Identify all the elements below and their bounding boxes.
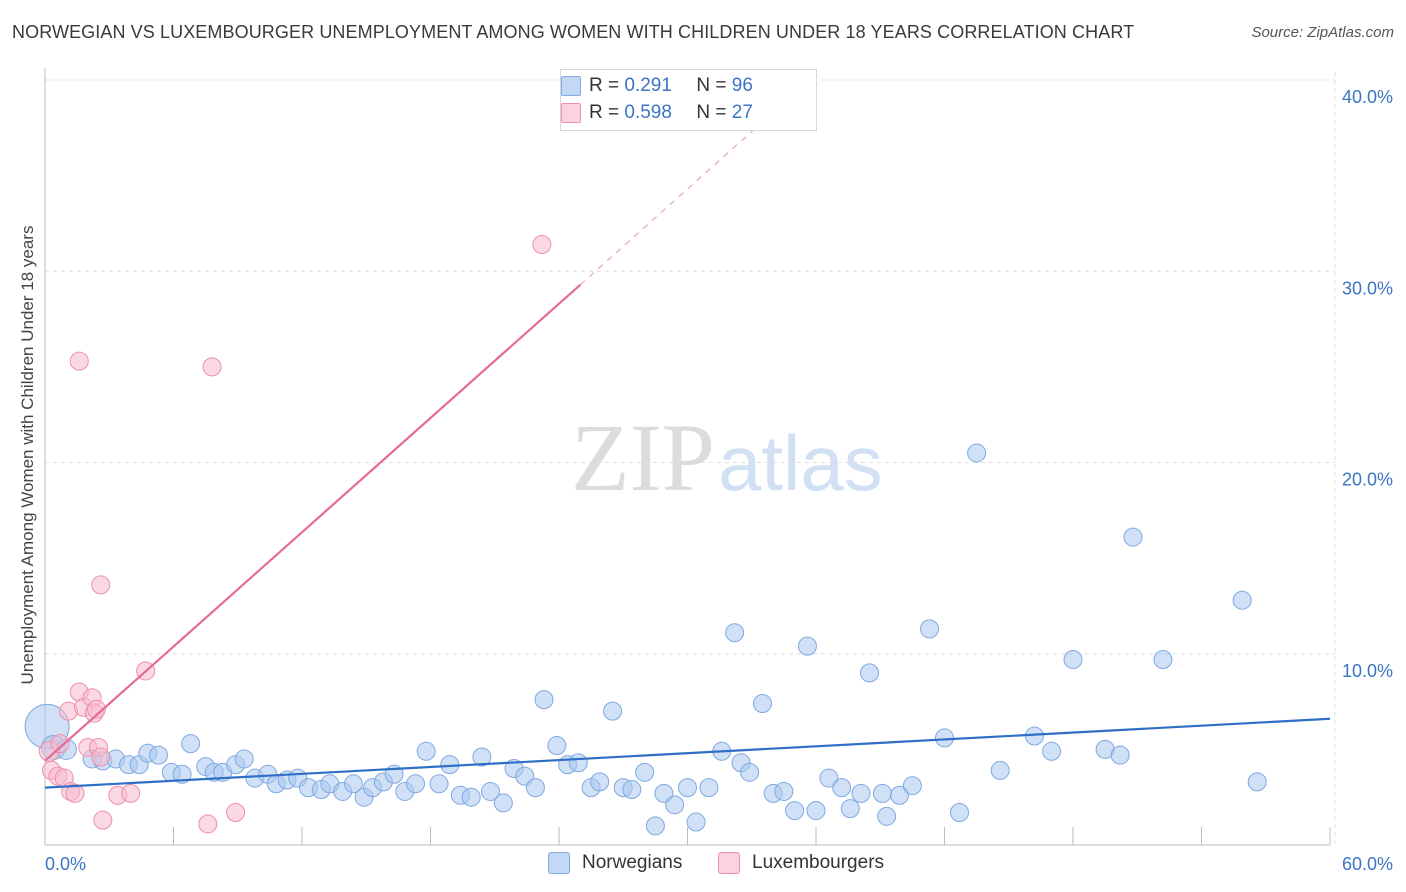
norwegians-swatch — [561, 76, 581, 96]
norwegians-point — [406, 774, 426, 794]
luxembourgers-point — [91, 747, 111, 767]
luxembourgers-trend-extension — [580, 102, 785, 286]
luxembourgers-point — [121, 783, 141, 803]
norwegians-point — [877, 806, 897, 826]
luxembourgers-point — [93, 810, 113, 830]
norwegians-point — [534, 690, 554, 710]
norwegians-n-value: 96 — [731, 75, 753, 96]
luxembourgers-point — [86, 699, 106, 719]
norwegians-point — [149, 745, 169, 765]
norwegians-point — [493, 793, 513, 813]
luxembourgers-point — [91, 575, 111, 595]
norwegians-point — [990, 760, 1010, 780]
norwegians-point — [1153, 649, 1173, 669]
legend-item-norwegians: Norwegians — [548, 852, 682, 874]
norwegians-point — [645, 816, 665, 836]
norwegians-point — [890, 785, 910, 805]
luxembourgers-point — [226, 802, 246, 822]
norwegians-point — [949, 802, 969, 822]
luxembourgers-point — [202, 357, 222, 377]
luxembourgers-point — [50, 734, 70, 754]
r-label: R = — [589, 75, 620, 96]
norwegians-point — [1247, 772, 1267, 792]
norwegians-point — [774, 781, 794, 801]
legend-row-luxembourgers: R = 0.598 N = 27 — [561, 101, 753, 125]
norwegians-point — [686, 812, 706, 832]
norwegians-point — [568, 753, 588, 773]
norwegians-trend-line — [44, 717, 1331, 789]
legend-row-norwegians: R = 0.291 N = 96 — [561, 74, 753, 98]
norwegians-point — [819, 768, 839, 788]
norwegians-point — [234, 749, 254, 769]
norwegians-point — [860, 663, 880, 683]
source-attribution: Source: ZipAtlas.com — [1251, 24, 1394, 41]
n-label: N = — [696, 102, 727, 123]
norwegians-point — [1232, 590, 1252, 610]
norwegians-point — [678, 778, 697, 798]
norwegians-point — [181, 734, 201, 754]
norwegians-point — [967, 443, 987, 463]
norwegians-point — [902, 776, 922, 796]
luxembourgers-r-value: 0.598 — [624, 102, 672, 123]
x-tick-label-max: 60.0% — [1342, 854, 1393, 874]
norwegians-point — [740, 762, 760, 782]
chart-title: NORWEGIAN VS LUXEMBOURGER UNEMPLOYMENT A… — [12, 22, 1135, 42]
luxembourgers-legend-label: Luxembourgers — [752, 852, 885, 873]
luxembourgers-trend-line — [44, 283, 582, 762]
luxembourgers-n-value: 27 — [731, 102, 753, 123]
stats-legend: R = 0.291 N = 96 R = 0.598 N = 27 — [560, 69, 817, 131]
norwegians-point — [525, 778, 545, 798]
norwegians-point — [480, 781, 500, 801]
norwegians-point — [785, 801, 805, 821]
norwegians-point — [935, 728, 954, 748]
luxembourgers-legend-swatch — [718, 852, 740, 874]
watermark-zip: ZIP — [571, 404, 715, 511]
norwegians-point — [429, 774, 449, 794]
norwegians-point — [1110, 745, 1130, 765]
r-label: R = — [589, 102, 620, 123]
luxembourgers-point — [69, 351, 89, 371]
norwegians-point — [1042, 741, 1062, 761]
norwegians-point — [699, 778, 719, 798]
norwegians-point — [665, 795, 685, 815]
y-tick-label: 20.0% — [1342, 470, 1393, 490]
y-tick-label: 30.0% — [1342, 278, 1393, 298]
luxembourgers-point — [532, 234, 552, 254]
n-label: N = — [696, 75, 727, 96]
norwegians-point — [172, 764, 192, 784]
norwegians-point — [635, 762, 655, 782]
norwegians-point — [840, 799, 860, 819]
norwegians-point — [806, 801, 826, 821]
norwegians-point — [622, 780, 642, 800]
norwegians-point — [872, 783, 892, 803]
norwegians-point — [603, 701, 623, 721]
norwegians-point — [832, 778, 852, 798]
norwegians-point — [1123, 527, 1143, 547]
norwegians-point — [416, 741, 436, 761]
norwegians-point — [590, 772, 610, 792]
norwegians-point — [343, 774, 363, 794]
norwegians-point — [725, 623, 745, 643]
norwegians-point — [472, 747, 492, 767]
norwegians-legend-label: Norwegians — [582, 852, 683, 873]
luxembourgers-point — [198, 814, 218, 834]
x-tick-label-min: 0.0% — [45, 854, 86, 874]
norwegians-legend-swatch — [548, 852, 570, 874]
y-tick-label: 10.0% — [1342, 661, 1393, 681]
norwegians-point — [920, 619, 940, 639]
luxembourgers-point — [65, 783, 85, 803]
norwegians-point — [752, 693, 772, 713]
norwegians-point — [797, 636, 817, 656]
luxembourgers-swatch — [561, 103, 581, 123]
norwegians-point — [851, 783, 871, 803]
norwegians-point — [547, 736, 567, 756]
y-tick-label: 40.0% — [1342, 87, 1393, 107]
legend-item-luxembourgers: Luxembourgers — [718, 852, 884, 874]
norwegians-point — [1063, 649, 1083, 669]
norwegians-point — [461, 787, 481, 807]
norwegians-r-value: 0.291 — [624, 75, 672, 96]
